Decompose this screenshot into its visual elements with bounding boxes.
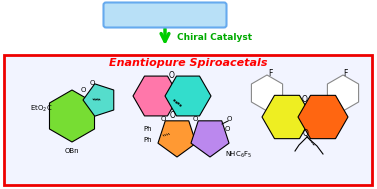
Text: F: F: [268, 68, 272, 77]
Text: Ph: Ph: [143, 137, 152, 143]
Text: O: O: [226, 116, 232, 122]
Text: O: O: [224, 126, 230, 132]
Text: O: O: [192, 116, 198, 122]
FancyBboxPatch shape: [104, 2, 227, 28]
Polygon shape: [158, 121, 196, 157]
Text: O: O: [160, 116, 166, 122]
Text: O: O: [302, 95, 308, 105]
Polygon shape: [83, 84, 114, 116]
Text: O: O: [303, 129, 309, 138]
Polygon shape: [327, 75, 359, 111]
Polygon shape: [262, 95, 312, 139]
Polygon shape: [133, 76, 179, 116]
Text: Ph: Ph: [143, 126, 152, 132]
Text: O: O: [170, 111, 176, 119]
Text: O: O: [169, 71, 175, 81]
Text: Chiral Catalyst: Chiral Catalyst: [177, 33, 252, 42]
FancyBboxPatch shape: [4, 55, 372, 185]
Text: F: F: [343, 68, 347, 77]
Text: OBn: OBn: [65, 148, 79, 154]
Text: Enantiopure Spiroacetals: Enantiopure Spiroacetals: [109, 58, 267, 68]
Text: EtO$_2$C: EtO$_2$C: [30, 104, 52, 114]
Polygon shape: [191, 121, 229, 157]
Polygon shape: [49, 90, 95, 142]
Text: O: O: [89, 80, 95, 86]
Polygon shape: [298, 95, 348, 139]
Polygon shape: [251, 75, 283, 111]
Text: O: O: [80, 87, 86, 93]
Polygon shape: [165, 76, 211, 116]
Text: Achiral Substrates: Achiral Substrates: [114, 10, 216, 20]
Text: NHC$_6$F$_5$: NHC$_6$F$_5$: [225, 150, 252, 160]
